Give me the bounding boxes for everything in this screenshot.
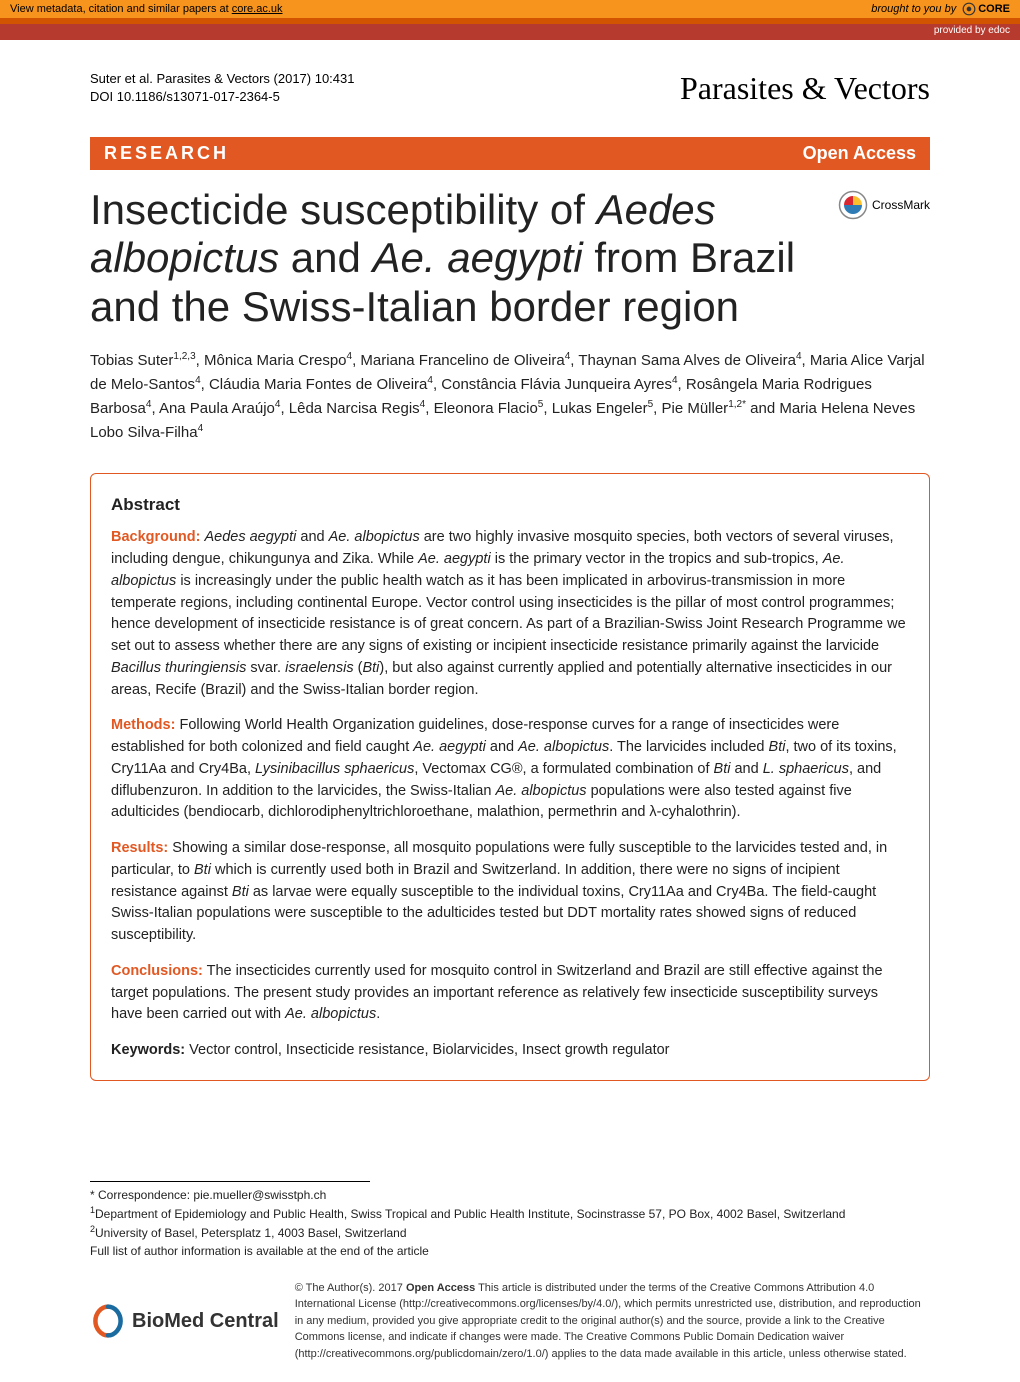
bg-label: Background:	[111, 529, 200, 545]
footnotes: * Correspondence: pie.mueller@swisstph.c…	[90, 1181, 930, 1260]
results-label: Results:	[111, 840, 168, 856]
abstract-methods: Methods: Following World Health Organiza…	[111, 715, 909, 824]
core-label: CORE	[978, 3, 1010, 15]
crossmark-badge[interactable]: CrossMark	[838, 190, 930, 220]
abstract-conclusions: Conclusions: The insecticides currently …	[111, 961, 909, 1026]
page-content: Suter et al. Parasites & Vectors (2017) …	[0, 40, 1020, 1382]
edoc-text: provided by edoc	[934, 25, 1010, 36]
footnotes-text: * Correspondence: pie.mueller@swisstph.c…	[90, 1186, 930, 1260]
concl-label: Conclusions:	[111, 963, 203, 979]
title-part1: Insecticide susceptibility of	[90, 186, 597, 233]
abstract-background: Background: Aedes aegypti and Ae. albopi…	[111, 527, 909, 701]
bmc-text: BioMed Central	[132, 1306, 279, 1336]
title-italic2: Ae. aegypti	[373, 234, 583, 281]
kw-label: Keywords:	[111, 1042, 185, 1058]
bg-text: Aedes aegypti and Ae. albopictus are two…	[111, 529, 906, 697]
core-logo[interactable]: CORE	[962, 2, 1010, 16]
open-access-label: Open Access	[803, 143, 916, 164]
crossmark-icon	[838, 190, 868, 220]
kw-text: Vector control, Insecticide resistance, …	[185, 1042, 669, 1058]
abstract-results: Results: Showing a similar dose-response…	[111, 838, 909, 947]
citation-block: Suter et al. Parasites & Vectors (2017) …	[90, 70, 354, 106]
research-label: RESEARCH	[104, 143, 229, 164]
core-link[interactable]: core.ac.uk	[232, 3, 283, 15]
abstract-box: Abstract Background: Aedes aegypti and A…	[90, 473, 930, 1081]
footnote-rule	[90, 1181, 370, 1182]
journal-name: Parasites & Vectors	[680, 70, 930, 107]
research-header: RESEARCH Open Access	[90, 137, 930, 170]
citation-line1: Suter et al. Parasites & Vectors (2017) …	[90, 70, 354, 88]
crossmark-label: CrossMark	[872, 198, 930, 212]
methods-label: Methods:	[111, 717, 175, 733]
article-title: Insecticide susceptibility of Aedes albo…	[90, 186, 822, 331]
license-footer: BioMed Central © The Author(s). 2017 Ope…	[90, 1280, 930, 1363]
methods-text: Following World Health Organization guid…	[111, 717, 897, 820]
biomed-central-logo: BioMed Central	[90, 1303, 279, 1339]
results-text: Showing a similar dose-response, all mos…	[111, 840, 887, 943]
edoc-bar: provided by edoc	[0, 24, 1020, 40]
citation-line2: DOI 10.1186/s13071-017-2364-5	[90, 88, 354, 106]
license-text: © The Author(s). 2017 Open Access This a…	[295, 1280, 930, 1363]
abstract-heading: Abstract	[111, 492, 909, 518]
bmc-icon	[90, 1303, 126, 1339]
authors-list: Tobias Suter1,2,3, Mônica Maria Crespo4,…	[90, 349, 930, 445]
brought-by-text: brought to you by	[871, 3, 956, 15]
title-row: Insecticide susceptibility of Aedes albo…	[90, 186, 930, 331]
title-part2: and	[279, 234, 372, 281]
banner-prefix: View metadata, citation and similar pape…	[10, 3, 232, 15]
core-banner: View metadata, citation and similar pape…	[0, 0, 1020, 18]
abstract-keywords: Keywords: Vector control, Insecticide re…	[111, 1040, 909, 1062]
core-banner-right: brought to you by CORE	[871, 2, 1010, 16]
concl-text: The insecticides currently used for mosq…	[111, 963, 883, 1023]
core-icon	[962, 2, 976, 16]
core-banner-text: View metadata, citation and similar pape…	[10, 3, 283, 15]
header-row: Suter et al. Parasites & Vectors (2017) …	[90, 70, 930, 107]
